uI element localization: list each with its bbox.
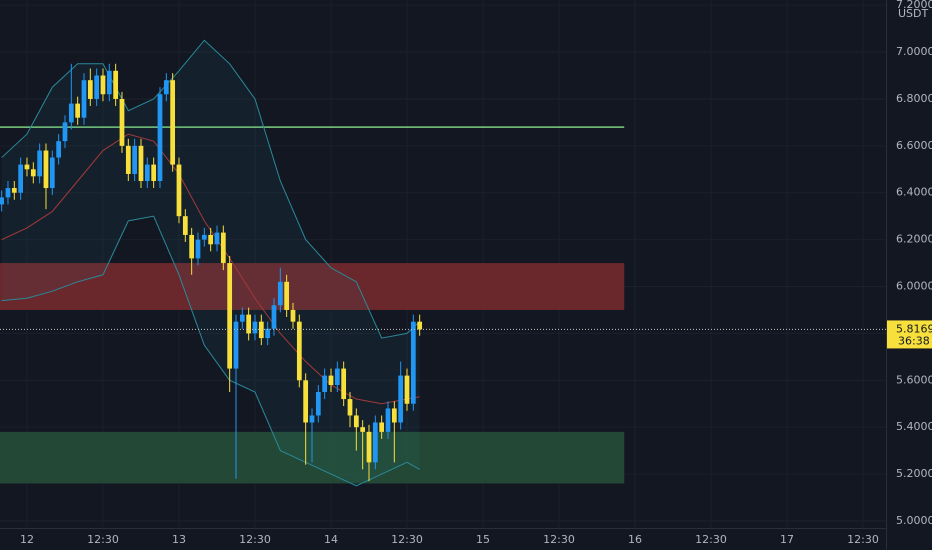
candle-body: [5, 188, 11, 198]
candle-body: [49, 157, 55, 189]
y-tick-label: 5.4000: [896, 420, 932, 433]
x-tick-label: 17: [780, 533, 794, 546]
y-tick-label: 6.8000: [896, 92, 932, 105]
candle-body: [208, 234, 214, 245]
candle-body: [106, 70, 112, 95]
x-tick-label: 12:30: [695, 533, 727, 546]
currency-label: USDT: [898, 7, 929, 20]
candle-body: [68, 103, 74, 123]
candle-body: [347, 399, 353, 416]
candle-body: [195, 239, 201, 259]
candle-body: [385, 408, 391, 432]
x-tick-label: 12:30: [239, 533, 271, 546]
candle-body: [132, 145, 138, 174]
candle-body: [277, 281, 283, 306]
candle-body: [113, 70, 119, 99]
x-tick-label: 12:30: [391, 533, 423, 546]
candle-body: [151, 164, 157, 182]
candle-body: [62, 122, 68, 142]
candle-body: [227, 263, 233, 369]
candle-body: [119, 98, 125, 146]
band-upper: [1, 39, 421, 339]
band-lower: [1, 215, 420, 487]
candle-body: [214, 232, 220, 245]
candle-body: [81, 80, 87, 118]
candle-body: [252, 321, 258, 334]
candle-body: [176, 164, 182, 217]
y-tick-label: 6.4000: [896, 186, 932, 199]
zone: [0, 263, 625, 310]
candle-body: [201, 234, 207, 240]
candle-body: [233, 321, 239, 369]
candle-body: [322, 375, 328, 393]
candle-body: [290, 309, 296, 322]
candle-body: [56, 141, 62, 158]
candle-body: [182, 216, 188, 235]
candle-body: [220, 232, 226, 264]
candle-body: [334, 368, 340, 385]
candle-body: [315, 392, 321, 416]
band-fill: [1, 40, 420, 486]
y-tick-label: 5.6000: [896, 373, 932, 386]
price-label-box: [887, 320, 932, 349]
candle-body: [417, 321, 423, 330]
candle-body: [366, 431, 372, 463]
candle-body: [157, 94, 163, 182]
y-tick-label: 6.6000: [896, 139, 932, 152]
candle-body: [309, 415, 315, 423]
candle-body: [360, 427, 366, 432]
candle-body: [246, 314, 252, 334]
candle-body: [239, 314, 245, 322]
candle-body: [43, 150, 49, 189]
y-tick-label: 5.2000: [896, 467, 932, 480]
candle-body: [271, 305, 277, 329]
candle-body: [94, 75, 100, 99]
x-tick-label: 15: [476, 533, 490, 546]
candle-body: [0, 197, 5, 205]
candle-body: [353, 415, 359, 428]
price-label: 5.8169: [896, 322, 932, 335]
candle-body: [398, 375, 404, 423]
candle-body: [125, 145, 131, 174]
candle-body: [18, 164, 24, 193]
candle-body: [284, 281, 290, 310]
y-tick-label: 5.0000: [896, 514, 932, 527]
y-tick-label: 7.2000: [896, 0, 932, 11]
candle-body: [303, 380, 309, 423]
candle-body: [163, 80, 169, 95]
candle-body: [328, 375, 334, 385]
x-tick-label: 14: [324, 533, 338, 546]
candle-body: [341, 368, 347, 400]
candle-body: [410, 321, 416, 404]
countdown-label: 36:38: [898, 334, 930, 347]
candle-body: [138, 145, 144, 182]
x-tick-label: 12:30: [847, 533, 879, 546]
candle-body: [37, 150, 43, 177]
candle-body: [75, 103, 81, 118]
candle-body: [296, 321, 302, 381]
candle-body: [11, 188, 17, 193]
candle-body: [379, 422, 385, 432]
x-tick-label: 16: [628, 533, 642, 546]
candle-body: [372, 422, 378, 463]
candle-body: [87, 80, 93, 99]
x-tick-label: 13: [172, 533, 186, 546]
candle-body: [265, 328, 271, 339]
candle-body: [100, 75, 106, 95]
candle-body: [24, 164, 30, 170]
y-tick-label: 6.2000: [896, 233, 932, 246]
y-tick-label: 6.0000: [896, 280, 932, 293]
y-tick-label: 7.0000: [896, 45, 932, 58]
candle-body: [144, 164, 150, 182]
candle-body: [170, 80, 176, 165]
candle-body: [391, 408, 397, 423]
x-tick-label: 12:30: [87, 533, 119, 546]
x-tick-label: 12:30: [543, 533, 575, 546]
x-tick-label: 12: [20, 533, 34, 546]
candle-body: [30, 169, 36, 177]
candle-body: [189, 234, 195, 259]
candle-body: [404, 375, 410, 404]
